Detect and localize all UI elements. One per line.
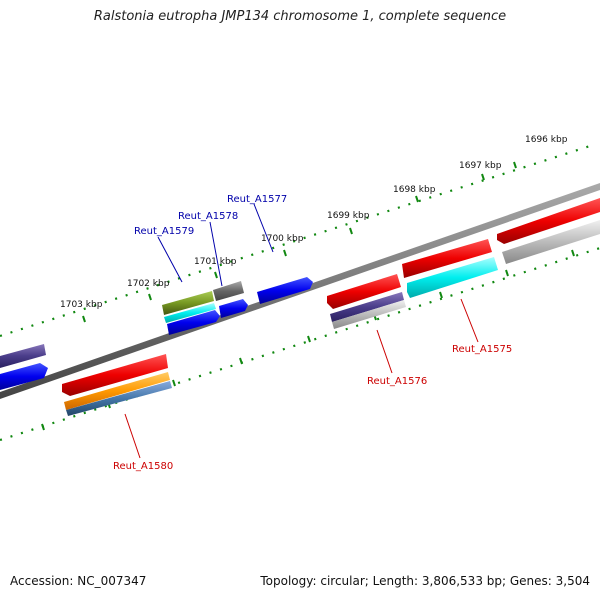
reverse-genes [62, 198, 600, 416]
tick-label: 1701 kbp [194, 257, 237, 267]
gene-block [164, 303, 216, 323]
tick-1696 [513, 161, 517, 169]
gene-block [167, 310, 220, 335]
map-title: Ralstonia eutropha JMP134 chromosome 1, … [93, 9, 507, 24]
lower-tick-track [0, 246, 600, 442]
tick-label: 1698 kbp [393, 185, 436, 195]
gene-block [497, 198, 600, 244]
gene-reut-a1580 [62, 354, 168, 396]
gene-label-bottom: Reut_A1575 [452, 344, 512, 355]
tick-1702 [148, 293, 152, 301]
tick-1701 [214, 271, 218, 279]
gene-reut-a1576 [327, 274, 401, 309]
gene-block [0, 344, 46, 368]
tick-label: 1702 kbp [127, 279, 170, 289]
tick-1703 [82, 315, 86, 323]
gene-label-top: Reut_A1577 [227, 194, 287, 205]
gene-label-bottom: Reut_A1580 [113, 461, 173, 472]
tick-label: 1696 kbp [525, 135, 568, 145]
tick-1697 [481, 173, 485, 181]
tick-1699 [349, 227, 353, 235]
tick-label: 1703 kbp [60, 300, 103, 310]
gene-label-bottom: Reut_A1576 [367, 376, 427, 387]
gene-labels: Reut_A1577 Reut_A1578 Reut_A1579 Reut_A1… [113, 194, 512, 472]
gene-reut-a1577 [257, 277, 313, 304]
gene-block [330, 292, 404, 322]
gene-block [402, 239, 492, 278]
gene-label-top: Reut_A1579 [134, 226, 194, 237]
gene-reut-a1579 [162, 291, 214, 315]
callout-lines [124, 203, 479, 459]
tick-label: 1699 kbp [327, 211, 370, 221]
gene-reut-a1578 [213, 281, 244, 301]
gene-block [0, 363, 48, 390]
gene-block [66, 381, 172, 416]
upper-tick-track [0, 144, 591, 338]
tick-1698 [415, 195, 419, 203]
gene-block [219, 299, 248, 318]
tick-label: 1700 kbp [261, 234, 304, 244]
tick-label: 1697 kbp [459, 161, 502, 171]
topology-summary: Topology: circular; Length: 3,806,533 bp… [260, 574, 590, 588]
gene-block [502, 220, 600, 264]
gene-block [332, 300, 406, 329]
forward-genes [0, 277, 313, 390]
kbp-labels: 1696 kbp 1697 kbp 1698 kbp 1699 kbp 1700… [60, 135, 568, 310]
gene-reut-a1575 [407, 257, 498, 298]
gene-block [64, 372, 170, 410]
accession-text: Accession: NC_007347 [10, 574, 147, 588]
tick-1700 [283, 249, 287, 257]
gene-label-top: Reut_A1578 [178, 211, 238, 222]
